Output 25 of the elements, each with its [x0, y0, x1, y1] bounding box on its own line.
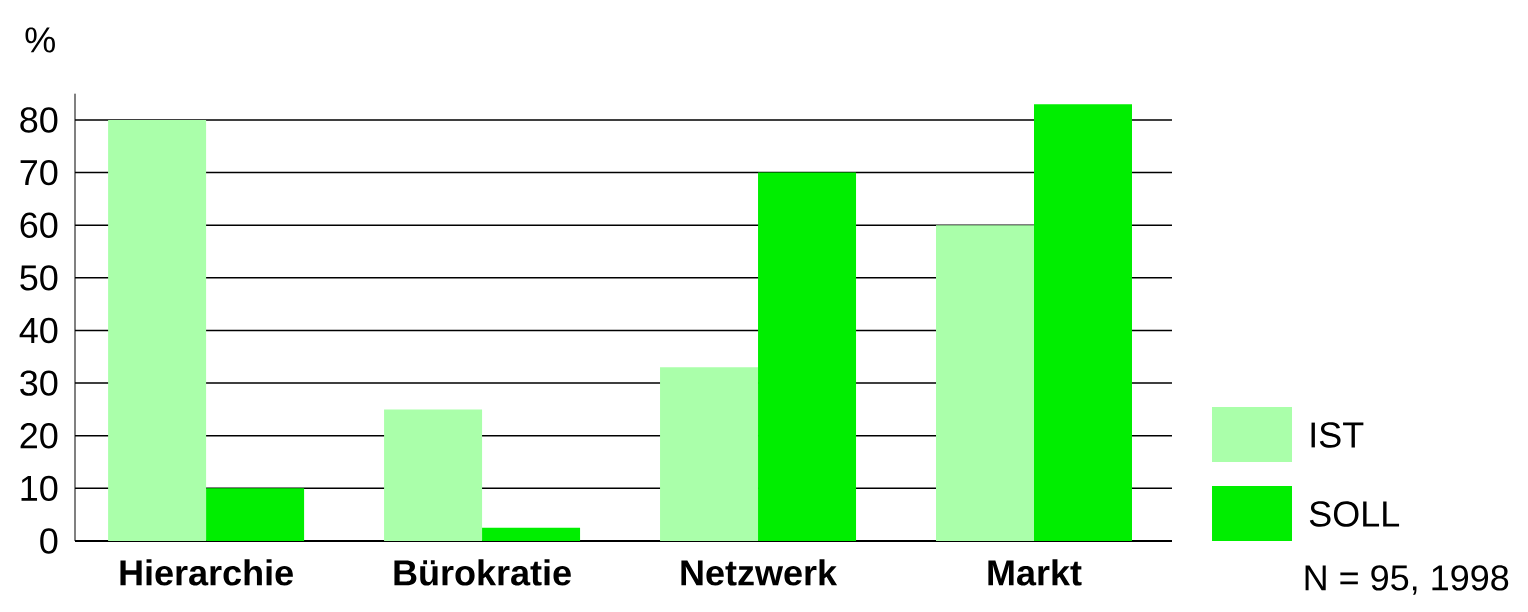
- y-tick-label: 30: [20, 370, 58, 396]
- y-tick-label: 40: [19, 317, 58, 344]
- bar: [482, 527, 581, 541]
- bar: [1034, 104, 1132, 541]
- bar: [660, 367, 759, 541]
- y-tick-label: 50: [20, 265, 58, 291]
- x-tick-label: Netzwerk: [681, 559, 838, 586]
- y-tick-label: 60: [20, 212, 58, 238]
- y-tick-label: 70: [20, 159, 58, 186]
- text: N = 95, 1998: [1305, 565, 1509, 595]
- y-tick-label: 20: [20, 423, 58, 449]
- y-tick-label: 10: [21, 475, 58, 502]
- legend-label: SOLL: [1309, 501, 1400, 527]
- bar: [384, 409, 483, 541]
- x-tick-label: Hierarchie: [120, 559, 293, 586]
- bar: [758, 172, 857, 541]
- bar: [108, 119, 207, 541]
- y-axis-title: %: [25, 27, 55, 53]
- y-tick-label: 0: [40, 528, 58, 554]
- y-tick-label: 80: [20, 107, 58, 133]
- bar: [936, 225, 1034, 541]
- bar: [206, 488, 305, 541]
- x-tick-label: Bürokratie: [394, 559, 571, 586]
- x-tick-label: Markt: [988, 559, 1082, 586]
- legend-label: IST: [1311, 422, 1364, 448]
